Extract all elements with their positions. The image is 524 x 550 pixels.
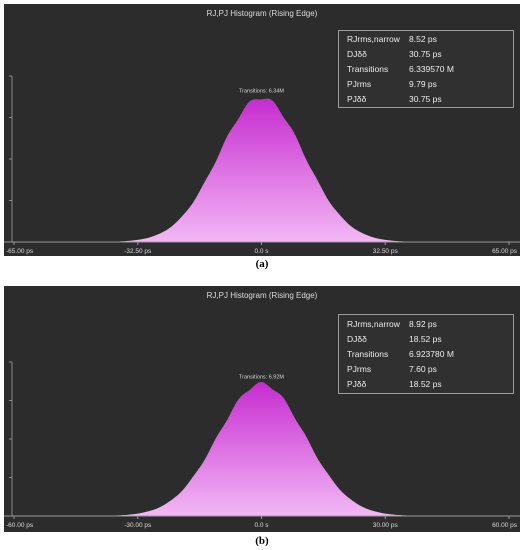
stats-label: RJrms,narrow [347, 319, 400, 329]
transitions-annotation: Transitions: 6.92M [239, 375, 284, 381]
x-tick-label: -30.00 ps [124, 522, 152, 529]
stats-row-pjdd: PJδδ 18.52 ps [339, 377, 513, 392]
x-tick-label: -65.00 ps [6, 248, 34, 255]
histogram-area [14, 98, 509, 243]
stats-value: 8.52 ps [409, 34, 437, 44]
stats-row-rjrms: RJrms,narrow 8.52 ps [339, 32, 513, 47]
x-tick-label: 65.00 ps [492, 248, 518, 255]
stats-row-transitions: Transitions 6.923780 M [339, 347, 513, 362]
stats-value: 30.75 ps [409, 94, 442, 104]
chart-title: RJ,PJ Histogram (Rising Edge) [206, 9, 318, 18]
x-tick-label: 0.0 s [254, 248, 269, 255]
stats-value: 6.923780 M [409, 349, 454, 359]
stats-row-dj: DJδδ 30.75 ps [339, 47, 513, 62]
stats-label: DJδδ [347, 49, 367, 59]
histogram-plot-a: Transitions: 6.34M -65.00 ps -32.50 ps 0.0 … [4, 75, 520, 255]
stats-row-pjdd: PJδδ 30.75 ps [339, 92, 513, 107]
stats-row-dj: DJδδ 18.52 ps [339, 332, 513, 347]
stats-value: 8.92 ps [409, 319, 437, 329]
histogram-plot-b: Transitions: 6.92M -60.00 ps -30.00 ps 0.0 … [4, 361, 520, 529]
histogram-panel-b: RJ,PJ Histogram (Rising Edge) Transition… [4, 286, 520, 532]
stats-table-b: RJrms,narrow 8.92 ps DJδδ 18.52 ps Trans… [338, 314, 514, 394]
stats-row-rjrms: RJrms,narrow 8.92 ps [339, 317, 513, 332]
stats-label: Transitions [347, 349, 389, 359]
x-tick-label: 30.00 ps [373, 522, 399, 529]
chart-title: RJ,PJ Histogram (Rising Edge) [206, 291, 318, 300]
stats-row-transitions: Transitions 6.339570 M [339, 62, 513, 77]
stats-value: 9.79 ps [409, 79, 437, 89]
x-tick-label: 0.0 s [254, 522, 269, 529]
stats-label: DJδδ [347, 334, 367, 344]
x-tick-label: 60.00 ps [492, 522, 518, 529]
stats-value: 7.60 ps [409, 364, 437, 374]
stats-label: PJrms [347, 79, 372, 89]
stats-row-pjrms: PJrms 7.60 ps [339, 362, 513, 377]
x-tick-label: -60.00 ps [6, 522, 34, 529]
stats-value: 18.52 ps [409, 334, 442, 344]
histogram-panel-a: RJ,PJ Histogram (Rising Edge) Transition… [4, 4, 520, 256]
stats-label: PJδδ [347, 379, 367, 389]
stats-label: PJrms [347, 364, 372, 374]
histogram-area [14, 381, 509, 516]
stats-row-pjrms: PJrms 9.79 ps [339, 77, 513, 92]
x-tick-label: 32.50 ps [373, 248, 399, 255]
stats-value: 6.339570 M [409, 64, 454, 74]
stats-label: RJrms,narrow [347, 34, 400, 44]
transitions-annotation: Transitions: 6.34M [239, 89, 284, 95]
stats-label: Transitions [347, 64, 389, 74]
stats-label: PJδδ [347, 94, 367, 104]
x-tick-label: -32.50 ps [124, 248, 152, 255]
caption-b: (b) [255, 535, 269, 547]
caption-a: (a) [255, 258, 269, 270]
stats-table-a: RJrms,narrow 8.52 ps DJδδ 30.75 ps Trans… [338, 30, 514, 108]
stats-value: 18.52 ps [409, 379, 442, 389]
stats-value: 30.75 ps [409, 49, 442, 59]
